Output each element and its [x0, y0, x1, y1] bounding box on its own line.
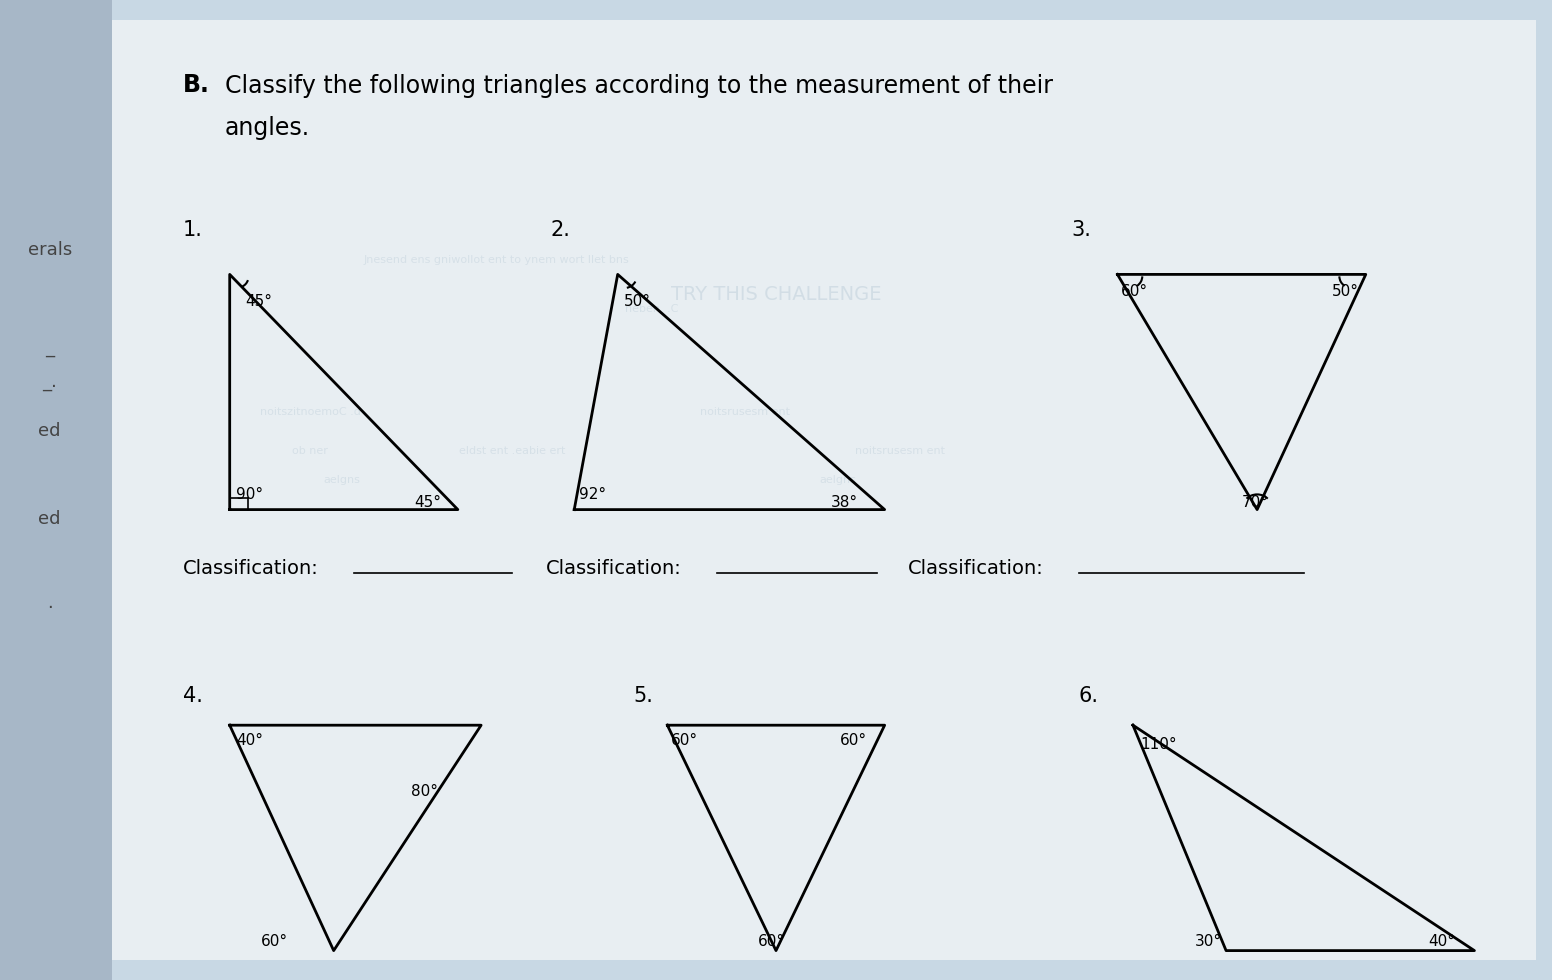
- Text: ob ner: ob ner: [292, 446, 329, 456]
- Text: noitsrusesm ent: noitsrusesm ent: [700, 407, 790, 416]
- Text: 60°: 60°: [757, 934, 784, 949]
- Text: 40°: 40°: [236, 733, 262, 748]
- Text: eldst ent .eabie ert: eldst ent .eabie ert: [459, 446, 565, 456]
- Text: noitszitnoemoC .d: noitszitnoemoC .d: [261, 407, 360, 416]
- Text: _: _: [45, 339, 54, 357]
- Text: ed: ed: [39, 511, 61, 528]
- Text: Jnesend ens gniwollot ent to ynem wort llet bns: Jnesend ens gniwollot ent to ynem wort l…: [363, 255, 630, 265]
- Text: aelgns: aelgns: [323, 475, 360, 485]
- Text: 3.: 3.: [1071, 220, 1091, 240]
- Text: 2.: 2.: [551, 220, 571, 240]
- Text: erals: erals: [28, 241, 71, 259]
- Text: 4.: 4.: [183, 686, 203, 706]
- Text: 60°: 60°: [840, 733, 866, 748]
- FancyBboxPatch shape: [0, 0, 112, 980]
- Text: 60°: 60°: [670, 733, 697, 748]
- Text: ed: ed: [39, 422, 61, 440]
- Text: 60°: 60°: [261, 934, 287, 949]
- Text: 80°: 80°: [411, 784, 438, 799]
- Text: noitsrusesm ent: noitsrusesm ent: [855, 446, 945, 456]
- Text: Classification:: Classification:: [183, 559, 318, 577]
- Text: 40°: 40°: [1428, 934, 1454, 949]
- Text: angles.: angles.: [225, 116, 310, 139]
- Text: Classification:: Classification:: [546, 559, 681, 577]
- Text: B.: B.: [183, 74, 210, 97]
- Text: 110°: 110°: [1141, 737, 1178, 752]
- Text: 50°: 50°: [1332, 284, 1358, 299]
- Text: 92°: 92°: [579, 487, 605, 502]
- Text: 70°: 70°: [1242, 495, 1268, 510]
- Text: neben  .C: neben .C: [625, 304, 678, 314]
- Text: 45°: 45°: [245, 294, 272, 309]
- Text: 38°: 38°: [830, 495, 857, 510]
- Text: 5.: 5.: [633, 686, 653, 706]
- FancyBboxPatch shape: [112, 20, 1536, 960]
- Text: 90°: 90°: [236, 487, 262, 502]
- Text: Classify the following triangles according to the measurement of their: Classify the following triangles accordi…: [225, 74, 1054, 97]
- Text: 50°: 50°: [624, 294, 650, 309]
- Text: 60°: 60°: [1121, 284, 1147, 299]
- Text: Classification:: Classification:: [908, 559, 1043, 577]
- Text: 30°: 30°: [1195, 934, 1221, 949]
- Text: _.: _.: [42, 373, 57, 391]
- Text: aelgns: aelgns: [819, 475, 857, 485]
- Text: 1.: 1.: [183, 220, 203, 240]
- Text: 6.: 6.: [1079, 686, 1099, 706]
- Text: .: .: [47, 594, 53, 612]
- Text: 45°: 45°: [414, 495, 441, 510]
- Text: TRY THIS CHALLENGE: TRY THIS CHALLENGE: [670, 284, 882, 304]
